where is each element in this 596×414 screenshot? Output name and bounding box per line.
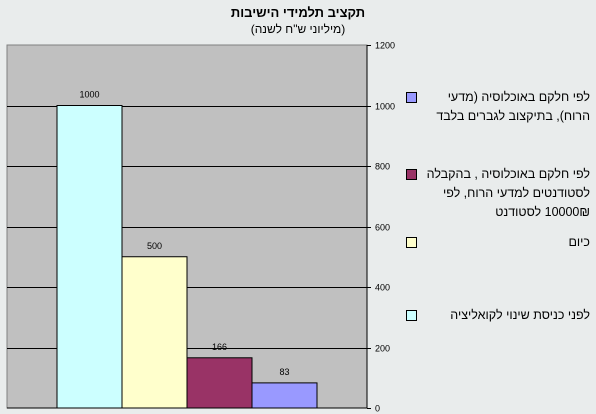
legend-swatch xyxy=(406,92,417,103)
legend-label: לפי חלקם באוכלוסיה (מדעי הרוח), בתיקצוב … xyxy=(436,90,590,123)
y-axis-ticks: 0 200 400 600 800 1000 1200 xyxy=(367,41,395,414)
data-labels: 1000 500 166 83 xyxy=(79,90,289,377)
legend: לפי חלקם באוכלוסיה (מדעי הרוח), בתיקצוב … xyxy=(400,88,590,338)
y-tick-label: 1000 xyxy=(375,102,395,112)
data-label: 83 xyxy=(279,367,289,377)
legend-swatch xyxy=(406,237,417,248)
legend-item-humanities-students: לפי חלקם באוכלוסיה , בהקבלה לסטודנטים למ… xyxy=(400,165,590,222)
legend-label: לפני כניסת שינוי לקואליציה xyxy=(450,308,590,322)
bar-0 xyxy=(56,105,123,409)
chart-subtitle: (מיליוני ש"ח לשנה) xyxy=(251,22,346,36)
y-tick-label: 400 xyxy=(375,283,390,293)
y-tick-label: 0 xyxy=(375,404,380,414)
y-tick-label: 600 xyxy=(375,223,390,233)
chart-title: תקציב תלמידי הישיבות xyxy=(231,5,365,20)
y-tick-label: 200 xyxy=(375,344,390,354)
legend-item-before-shinui: לפני כניסת שינוי לקואליציה xyxy=(400,306,590,325)
data-label: 1000 xyxy=(79,90,99,100)
legend-label: לפי חלקם באוכלוסיה , בהקבלה לסטודנטים למ… xyxy=(426,167,590,219)
bars xyxy=(56,105,318,409)
data-label: 500 xyxy=(147,241,162,251)
y-tick-label: 1200 xyxy=(375,41,395,51)
bar-1 xyxy=(121,256,188,409)
legend-swatch xyxy=(406,169,417,180)
legend-swatch xyxy=(406,310,417,321)
legend-label: כיום xyxy=(568,235,590,249)
legend-item-today: כיום xyxy=(400,233,590,252)
bar-2 xyxy=(186,357,253,409)
data-label: 166 xyxy=(212,342,227,352)
y-tick-label: 800 xyxy=(375,162,390,172)
legend-item-humanities-men: לפי חלקם באוכלוסיה (מדעי הרוח), בתיקצוב … xyxy=(400,88,590,126)
bar-3 xyxy=(251,382,318,409)
